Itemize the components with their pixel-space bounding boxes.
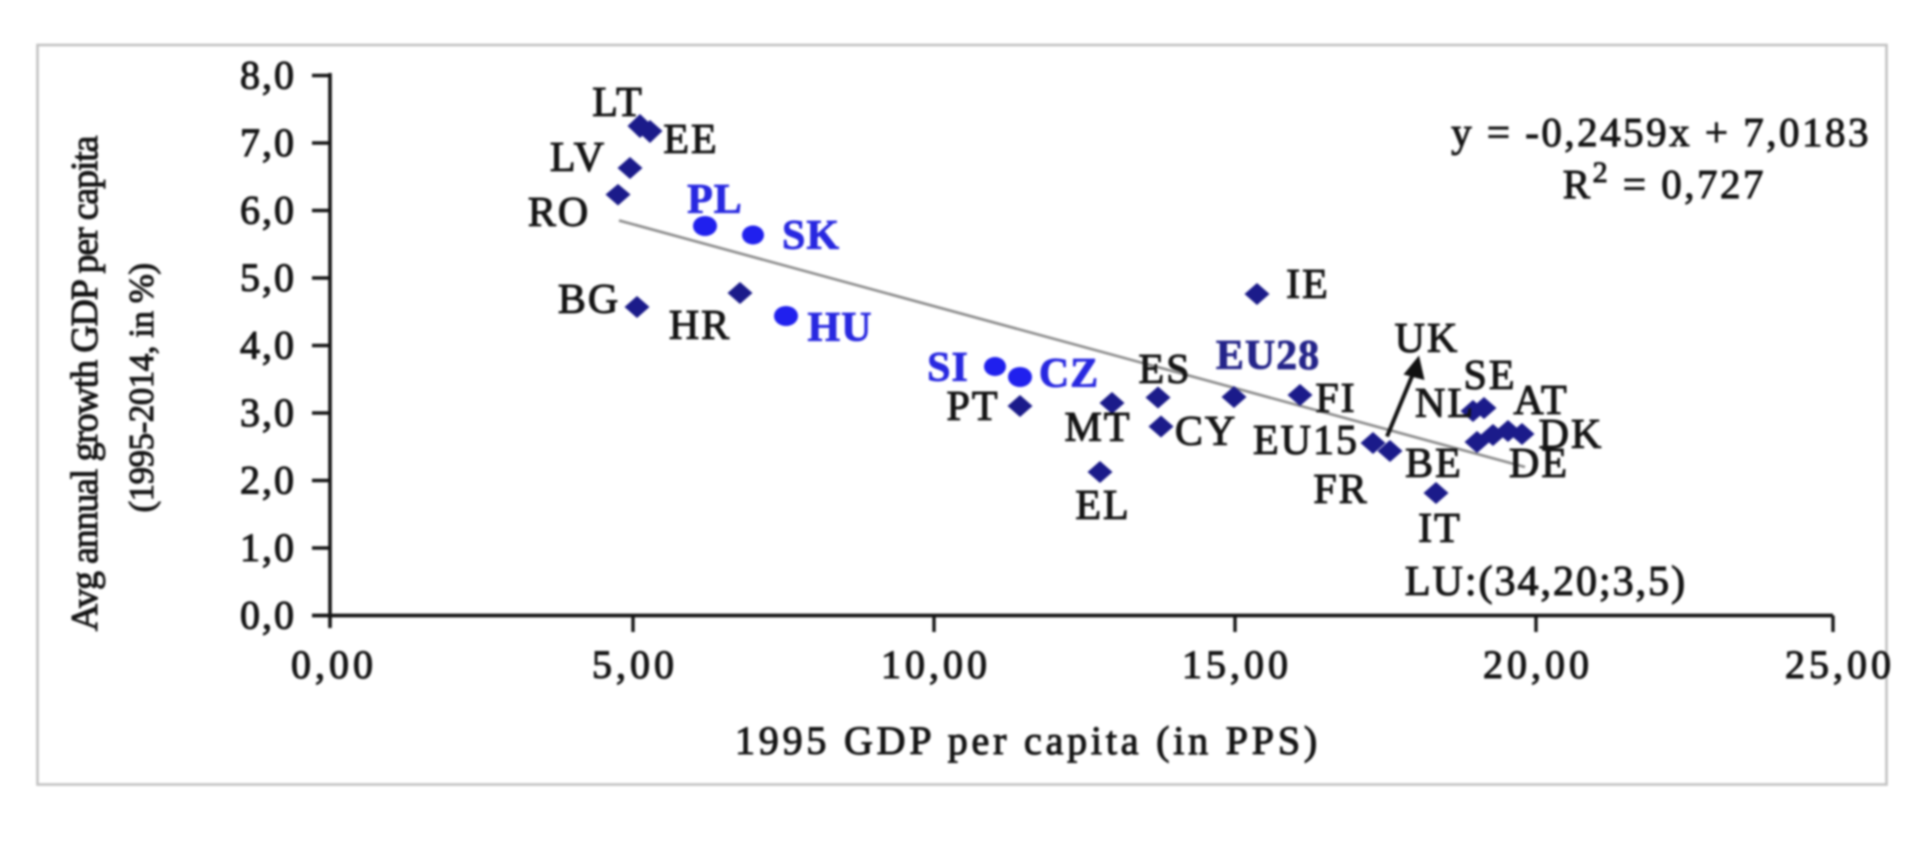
svg-text:15,00: 15,00 [1182, 642, 1292, 687]
svg-text:1,0: 1,0 [240, 525, 296, 570]
svg-text:IE: IE [1286, 262, 1330, 308]
svg-text:HU: HU [808, 305, 873, 351]
svg-text:LT: LT [592, 80, 643, 126]
svg-text:8,0: 8,0 [240, 53, 296, 98]
svg-text:BG: BG [558, 277, 620, 323]
svg-text:PT: PT [946, 384, 999, 430]
svg-text:BE: BE [1405, 441, 1463, 487]
svg-text:DK: DK [1539, 412, 1604, 458]
svg-text:y = -0,2459x + 7,0183: y = -0,2459x + 7,0183 [1451, 109, 1871, 155]
svg-text:Avg annual growth GDP per capi: Avg annual growth GDP per capita [64, 135, 106, 631]
svg-text:CY: CY [1175, 409, 1237, 455]
svg-text:(1995-2014, in %): (1995-2014, in %) [122, 263, 161, 512]
svg-text:1995 GDP per capita (in PPS): 1995 GDP per capita (in PPS) [735, 718, 1321, 763]
svg-text:IT: IT [1418, 506, 1462, 552]
svg-text:HR: HR [669, 303, 731, 349]
svg-text:MT: MT [1065, 405, 1132, 451]
svg-text:UK: UK [1395, 316, 1460, 362]
svg-text:SI: SI [927, 345, 969, 391]
svg-text:EE: EE [663, 117, 718, 163]
svg-text:AT: AT [1513, 378, 1568, 424]
svg-text:5,00: 5,00 [592, 642, 678, 687]
svg-text:LU:(34,20;3,5): LU:(34,20;3,5) [1405, 559, 1687, 605]
svg-text:EU28: EU28 [1216, 333, 1320, 379]
svg-text:EU15: EU15 [1253, 418, 1359, 464]
svg-text:EL: EL [1075, 483, 1130, 529]
svg-text:0,0: 0,0 [240, 593, 296, 638]
svg-text:10,00: 10,00 [881, 642, 991, 687]
svg-text:NL: NL [1415, 381, 1475, 427]
svg-text:RO: RO [528, 190, 590, 236]
svg-text:FI: FI [1315, 376, 1356, 422]
svg-text:LV: LV [550, 135, 606, 181]
svg-text:0,00: 0,00 [291, 642, 377, 687]
svg-text:SK: SK [782, 213, 840, 259]
svg-text:6,0: 6,0 [240, 188, 296, 233]
svg-text:20,00: 20,00 [1483, 642, 1593, 687]
svg-text:7,0: 7,0 [240, 120, 296, 165]
svg-text:2,0: 2,0 [240, 458, 296, 503]
svg-text:SE: SE [1463, 353, 1516, 399]
svg-text:PL: PL [687, 177, 743, 223]
svg-text:4,0: 4,0 [240, 323, 296, 368]
svg-text:25,00: 25,00 [1785, 642, 1895, 687]
svg-text:CZ: CZ [1039, 351, 1099, 397]
svg-text:DE: DE [1509, 441, 1569, 487]
svg-text:3,0: 3,0 [240, 390, 296, 435]
svg-text:ES: ES [1138, 347, 1191, 393]
svg-text:5,0: 5,0 [240, 255, 296, 300]
svg-text:FR: FR [1313, 467, 1368, 513]
